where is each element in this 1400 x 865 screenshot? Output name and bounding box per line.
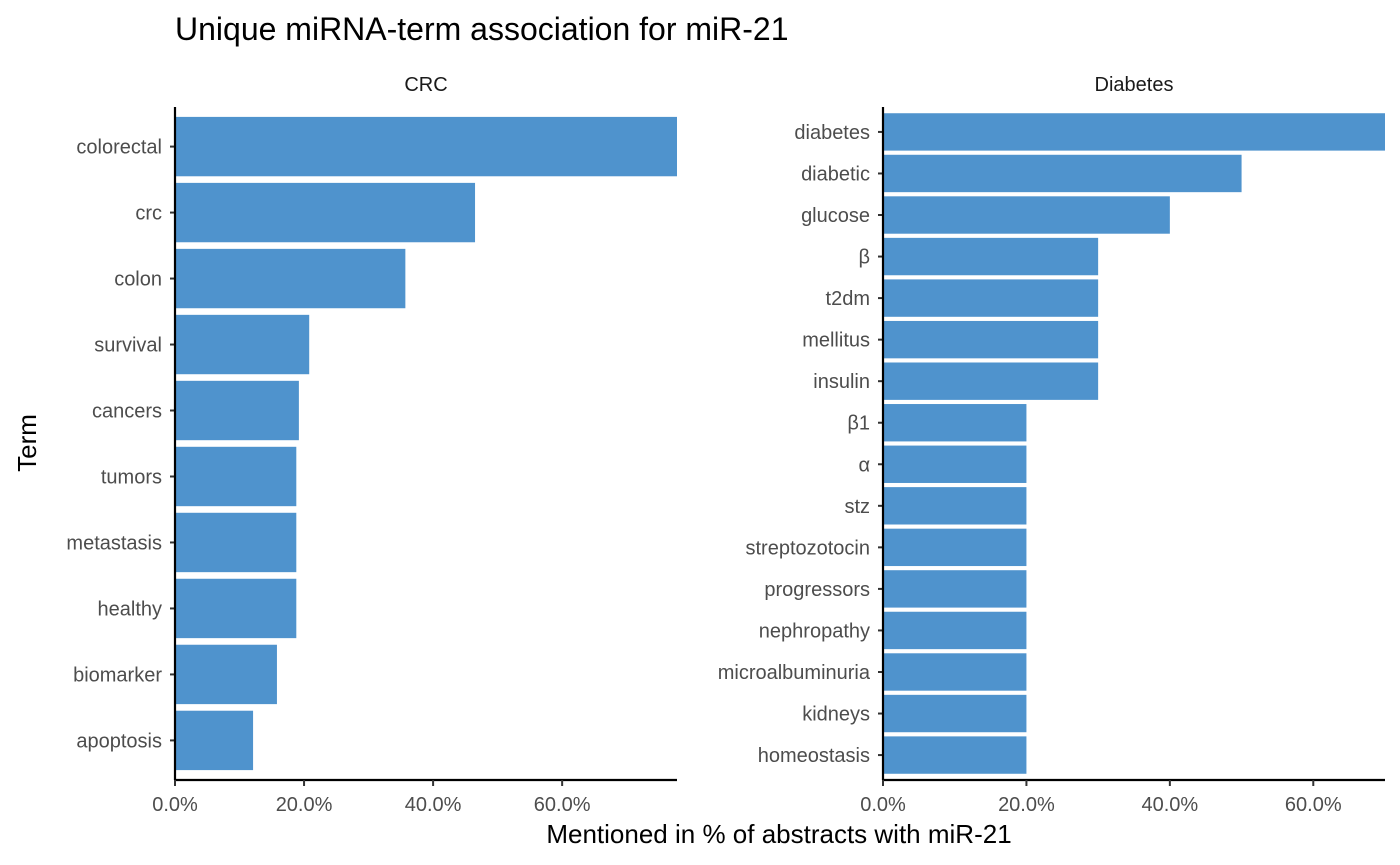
bar [175, 446, 297, 507]
category-label: crc [135, 203, 162, 225]
bar [883, 279, 1099, 317]
category-label: insulin [813, 371, 870, 393]
bar [883, 196, 1170, 234]
facet-panel-crc: CRC colorectal crc colon survival cancers tumo… [66, 74, 677, 816]
category-label: β1 [847, 413, 870, 435]
x-tick-label: 40.0% [405, 794, 462, 816]
bar [883, 237, 1099, 276]
facet-panels: CRC colorectal crc colon survival cancers tumo… [66, 74, 1385, 816]
bar [883, 404, 1027, 442]
category-label: glucose [801, 205, 870, 227]
bar [175, 644, 277, 705]
category-label: metastasis [66, 532, 162, 554]
bar [883, 570, 1027, 608]
category-label: streptozotocin [745, 537, 870, 559]
category-label: t2dm [826, 288, 870, 310]
bar [175, 710, 254, 771]
facet-label: Diabetes [1095, 74, 1174, 96]
bar [175, 380, 299, 441]
y-axis-title: Term [12, 414, 42, 472]
category-label: progressors [764, 579, 870, 601]
bar [883, 154, 1242, 193]
bar [883, 320, 1099, 359]
category-label: colon [114, 269, 162, 291]
category-label: stz [844, 496, 870, 518]
category-label: nephropathy [759, 620, 870, 642]
bar [883, 445, 1027, 483]
x-tick-label: 60.0% [1285, 794, 1342, 816]
category-label: apoptosis [76, 730, 162, 752]
facet-panel-diabetes: Diabetes diabetes diabetic glucose β t2dm mell… [718, 74, 1385, 816]
x-tick-label: 0.0% [860, 794, 906, 816]
bar [175, 116, 677, 177]
x-axis-title: Mentioned in % of abstracts with miR-21 [546, 819, 1011, 849]
chart-title: Unique miRNA-term association for miR-21 [175, 11, 789, 47]
category-label: kidneys [802, 704, 870, 726]
category-label: α [858, 454, 870, 476]
category-label: homeostasis [758, 745, 870, 767]
category-label: diabetes [794, 122, 870, 144]
bar [883, 694, 1027, 733]
category-label: survival [94, 335, 162, 357]
category-label: mellitus [802, 330, 870, 352]
x-tick-label: 0.0% [152, 794, 198, 816]
facet-label: CRC [404, 74, 447, 96]
bar [883, 362, 1099, 400]
bar [175, 248, 406, 309]
bar [883, 528, 1027, 567]
category-label: healthy [98, 598, 163, 620]
x-tick-label: 60.0% [534, 794, 591, 816]
category-label: diabetic [801, 163, 870, 185]
x-tick-label: 20.0% [276, 794, 333, 816]
bar [883, 736, 1027, 774]
x-tick-label: 40.0% [1141, 794, 1198, 816]
category-label: β [858, 247, 870, 269]
x-tick-label: 20.0% [998, 794, 1055, 816]
bar [883, 487, 1027, 525]
category-label: biomarker [73, 664, 162, 686]
bar [175, 512, 297, 573]
category-label: tumors [101, 466, 162, 488]
bar [883, 611, 1027, 650]
category-label: cancers [92, 401, 162, 423]
bar [883, 113, 1385, 151]
category-label: microalbuminuria [718, 662, 871, 684]
category-label: colorectal [76, 137, 162, 159]
bar [175, 578, 297, 639]
bar [175, 314, 310, 375]
bar [175, 182, 476, 243]
bar [883, 653, 1027, 691]
